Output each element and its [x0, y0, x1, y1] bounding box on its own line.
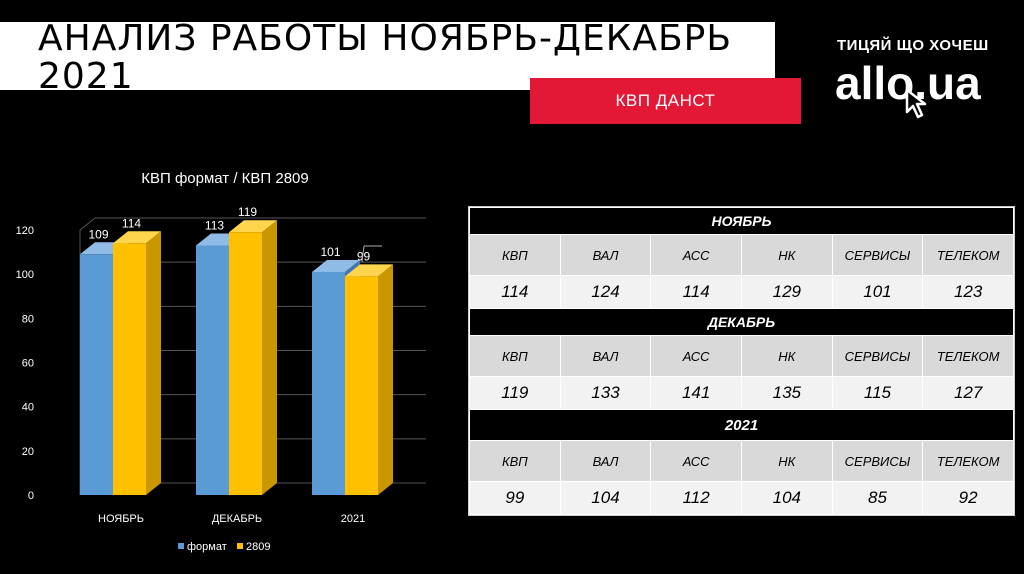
bar-формат-ДЕКАБРЬ	[196, 245, 229, 495]
data-label: 119	[238, 205, 257, 219]
header-row: КВП ВАЛ АСС НК СЕРВИСЫ ТЕЛЕКОМ	[469, 440, 1014, 482]
legend-swatch	[237, 543, 243, 549]
table-cell: 104	[559, 481, 652, 515]
y-tick-label: 60	[22, 358, 34, 370]
section-row: ДЕКАБРЬ	[469, 308, 1014, 336]
cursor-icon	[905, 88, 927, 119]
bar-2809-НОЯБРЬ	[113, 243, 146, 495]
y-tick-label: 20	[22, 446, 34, 458]
x-tick-label: НОЯБРЬ	[98, 513, 144, 525]
bar-top	[113, 231, 161, 244]
badge-kvp-danst: КВП ДАНСТ	[530, 78, 801, 124]
table-cell: 133	[559, 376, 652, 410]
table-cell: 129	[740, 275, 833, 309]
bar-side	[262, 220, 277, 496]
header-row: КВП ВАЛ АСС НК СЕРВИСЫ ТЕЛЕКОМ	[469, 234, 1014, 276]
column-header: АСС	[650, 440, 742, 482]
data-label: 113	[205, 218, 224, 232]
section-label: 2021	[469, 409, 1014, 441]
column-header: ВАЛ	[559, 234, 652, 276]
bar-2809-ДЕКАБРЬ	[229, 232, 262, 496]
bar-top	[312, 259, 360, 272]
bar-2809-2021	[345, 276, 378, 495]
column-header: ВАЛ	[559, 440, 652, 482]
table-cell: 99	[469, 481, 561, 515]
table-row: 119 133 141 135 115 127	[469, 376, 1014, 410]
table-cell: 92	[922, 481, 1014, 515]
bar-side	[378, 264, 393, 495]
header-row: КВП ВАЛ АСС НК СЕРВИСЫ ТЕЛЕКОМ	[469, 335, 1014, 377]
table-cell: 119	[469, 376, 561, 410]
data-label: 114	[122, 216, 141, 230]
stats-table-grid: НОЯБРЬ КВП ВАЛ АСС НК СЕРВИСЫ ТЕЛЕКОМ 114 124 114…	[469, 207, 1014, 515]
bar-формат-НОЯБРЬ	[80, 254, 113, 495]
bar-top	[345, 264, 393, 277]
data-label: 109	[88, 227, 108, 241]
table-cell: 114	[650, 275, 742, 309]
table-cell: 115	[831, 376, 924, 410]
column-header: КВП	[469, 335, 561, 377]
column-header: НК	[740, 440, 833, 482]
x-tick-label: ДЕКАБРЬ	[212, 513, 262, 525]
legend-swatch	[178, 543, 184, 549]
table-row: 99 104 112 104 85 92	[469, 481, 1014, 515]
table-cell: 101	[831, 275, 924, 309]
chart-title: КВП формат / КВП 2809	[141, 170, 309, 187]
section-label: НОЯБРЬ	[469, 207, 1014, 235]
bar-top	[229, 220, 277, 233]
section-row: 2021	[469, 409, 1014, 441]
bar-chart: 0 20 40 60 80 100 120 109 113 101 114 119 99 НОЯБРЬ ДЕ…	[16, 205, 426, 553]
column-header: СЕРВИСЫ	[831, 335, 924, 377]
column-header: КВП	[469, 234, 561, 276]
column-header: СЕРВИСЫ	[831, 440, 924, 482]
column-header: НК	[740, 234, 833, 276]
y-tick-label: 80	[22, 313, 34, 325]
column-header: АСС	[650, 234, 742, 276]
logo-tagline: ТИЦЯЙ ЩО ХОЧЕШ	[837, 37, 989, 54]
data-label: 101	[320, 245, 340, 259]
section-label: ДЕКАБРЬ	[469, 308, 1014, 336]
x-tick-label: 2021	[341, 513, 365, 525]
column-header: ВАЛ	[559, 335, 652, 377]
title-bar: АНАЛИЗ РАБОТЫ НОЯБРЬ-ДЕКАБРЬ 2021	[0, 22, 775, 90]
legend-label: формат	[187, 541, 227, 553]
table-cell: 114	[469, 275, 561, 309]
slide-title: АНАЛИЗ РАБОТЫ НОЯБРЬ-ДЕКАБРЬ 2021	[38, 22, 733, 90]
y-tick-label: 120	[16, 225, 34, 237]
legend-label: 2809	[246, 541, 270, 553]
y-tick-label: 0	[28, 490, 34, 502]
leader-line	[361, 245, 365, 263]
table-cell: 112	[650, 481, 742, 515]
table-cell: 124	[559, 275, 652, 309]
stats-table: НОЯБРЬ КВП ВАЛ АСС НК СЕРВИСЫ ТЕЛЕКОМ 114 124 114…	[468, 206, 1015, 516]
column-header: СЕРВИСЫ	[831, 234, 924, 276]
table-cell: 123	[922, 275, 1014, 309]
gridline	[79, 217, 96, 231]
column-header: ТЕЛЕКОМ	[922, 440, 1014, 482]
table-cell: 127	[922, 376, 1014, 410]
section-row: НОЯБРЬ	[469, 207, 1014, 235]
column-header: АСС	[650, 335, 742, 377]
y-tick-label: 100	[16, 269, 34, 281]
column-header: ТЕЛЕКОМ	[922, 335, 1014, 377]
column-header: ТЕЛЕКОМ	[922, 234, 1014, 276]
data-label: 99	[357, 249, 371, 263]
column-header: НК	[740, 335, 833, 377]
y-tick-label: 40	[22, 402, 34, 414]
table-cell: 104	[740, 481, 833, 515]
column-header: КВП	[469, 440, 561, 482]
table-cell: 85	[831, 481, 924, 515]
bar-side	[146, 231, 161, 495]
table-cell: 135	[740, 376, 833, 410]
table-row: 114 124 114 129 101 123	[469, 275, 1014, 309]
bar-формат-2021	[312, 271, 345, 495]
table-cell: 141	[650, 376, 742, 410]
